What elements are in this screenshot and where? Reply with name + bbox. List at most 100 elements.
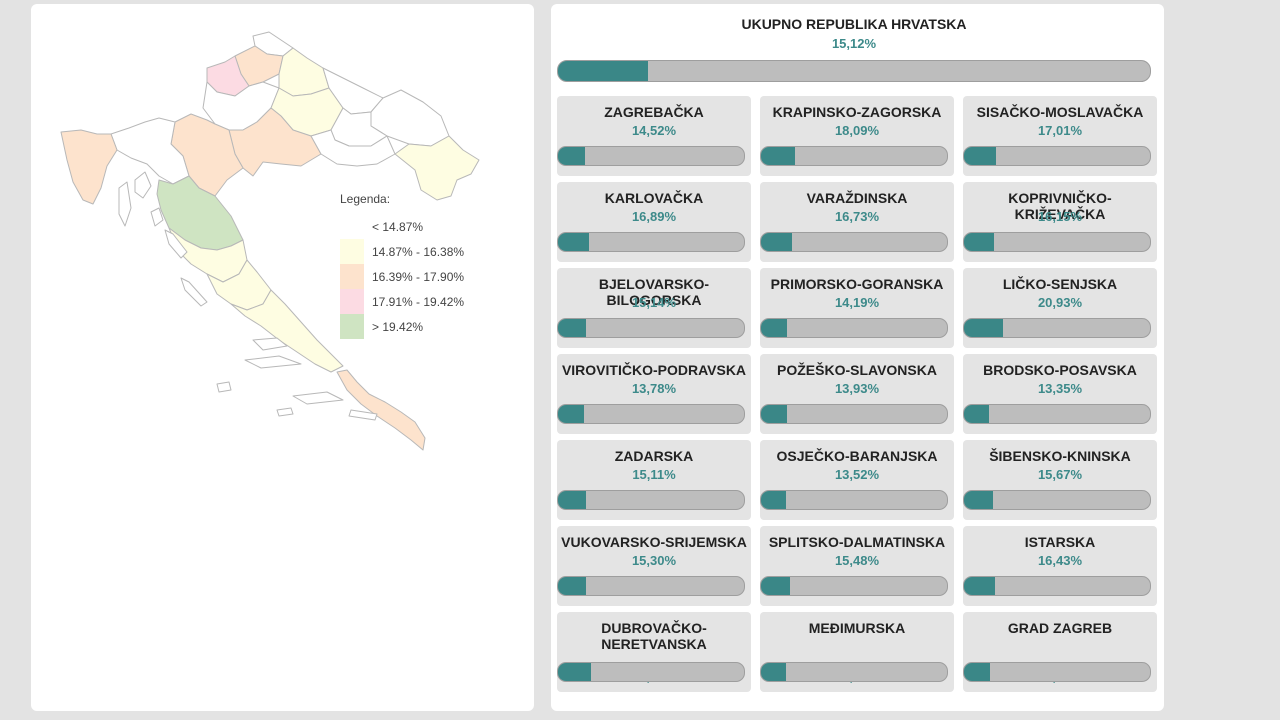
county-progress-bar	[557, 318, 745, 338]
county-percent: 13,52%	[834, 467, 880, 482]
county-progress-fill	[558, 577, 587, 595]
island-lastovo	[276, 407, 294, 417]
region-istarska[interactable]	[60, 129, 118, 205]
county-progress-bar	[557, 490, 745, 510]
county-name: ISTARSKA	[1024, 534, 1096, 550]
county-percent: 15,11%	[632, 467, 676, 482]
county-percent: 13,93%	[834, 381, 880, 396]
county-progress-bar	[963, 662, 1151, 682]
county-name: VIROVITIČKO-PODRAVSKA	[561, 362, 747, 378]
total-progress-bar	[557, 60, 1151, 82]
county-progress-fill	[558, 491, 587, 509]
county-progress-bar	[760, 404, 948, 424]
county-progress-fill	[964, 491, 994, 509]
legend-item: 17.91% - 19.42%	[340, 289, 464, 314]
total-percent: 15,12%	[831, 36, 877, 51]
island-hvar	[244, 355, 302, 369]
island-dugi-otok	[180, 277, 208, 307]
county-card[interactable]: SISAČKO-MOSLAVAČKA 17,01%	[963, 96, 1157, 176]
stats-panel: UKUPNO REPUBLIKA HRVATSKA 15,12% ZAGREBA…	[551, 4, 1164, 711]
county-percent: 14,52%	[631, 123, 677, 138]
legend-label: > 19.42%	[372, 319, 424, 334]
county-card[interactable]: LIČKO-SENJSKA 20,93%	[963, 268, 1157, 348]
county-percent: 13,35%	[1037, 381, 1083, 396]
region-koprivnicko-krizevacka[interactable]	[278, 47, 330, 97]
legend-swatch	[340, 289, 364, 314]
county-progress-fill	[558, 233, 590, 251]
county-card[interactable]: BJELOVARSKO-BILOGORSKA 15,14%	[557, 268, 751, 348]
county-progress-fill	[558, 663, 592, 681]
county-progress-fill	[761, 319, 788, 337]
county-card[interactable]: KARLOVAČKA 16,89%	[557, 182, 751, 262]
island-pag	[164, 229, 188, 259]
county-card[interactable]: ŠIBENSKO-KNINSKA 15,67%	[963, 440, 1157, 520]
county-name: LIČKO-SENJSKA	[1002, 276, 1118, 292]
county-card[interactable]: ZAGREBAČKA 14,52%	[557, 96, 751, 176]
county-progress-bar	[963, 232, 1151, 252]
region-brodsko-posavska[interactable]	[310, 129, 396, 167]
county-card[interactable]: BRODSKO-POSAVSKA 13,35%	[963, 354, 1157, 434]
county-name: PRIMORSKO-GORANSKA	[770, 276, 944, 292]
county-progress-fill	[964, 405, 989, 423]
county-percent: 17,01%	[1037, 123, 1083, 138]
county-card[interactable]: ZADARSKA 15,11%	[557, 440, 751, 520]
county-card[interactable]: DUBROVAČKO- NERETVANSKA17,89%	[557, 612, 751, 692]
county-card[interactable]: PRIMORSKO-GORANSKA 14,19%	[760, 268, 954, 348]
county-card[interactable]: MEĐIMURSKA13,48%	[760, 612, 954, 692]
legend-label: 16.39% - 17.90%	[372, 269, 465, 284]
county-card[interactable]: GRAD ZAGREB14,06%	[963, 612, 1157, 692]
county-card[interactable]: SPLITSKO-DALMATINSKA 15,48%	[760, 526, 954, 606]
county-percent: 15,30%	[631, 553, 677, 568]
county-progress-fill	[964, 663, 991, 681]
county-name: KOPRIVNIČKO-KRIŽEVAČKA	[1008, 190, 1112, 222]
county-card[interactable]: OSJEČKO-BARANJSKA 13,52%	[760, 440, 954, 520]
county-card[interactable]: VUKOVARSKO-SRIJEMSKA 15,30%	[557, 526, 751, 606]
county-name: MEĐIMURSKA	[808, 620, 906, 636]
county-percent: 16,89%	[631, 209, 677, 224]
region-splitsko-dalmatinska[interactable]	[230, 289, 344, 373]
county-name: VARAŽDINSKA	[806, 190, 908, 206]
county-percent: 14,19%	[834, 295, 880, 310]
county-name: POŽEŠKO-SLAVONSKA	[777, 362, 937, 378]
county-percent: 18,09%	[834, 123, 880, 138]
county-name: OSJEČKO-BARANJSKA	[776, 448, 938, 464]
county-grid: ZAGREBAČKA 14,52% KRAPINSKO-ZAGORSKA 18,09%…	[557, 96, 1157, 692]
legend-label: 17.91% - 19.42%	[372, 294, 465, 309]
county-card[interactable]: VARAŽDINSKA 16,73%	[760, 182, 954, 262]
county-progress-bar	[760, 576, 948, 596]
region-primorsko-goranska[interactable]	[110, 117, 190, 185]
county-percent: 15,67%	[1037, 467, 1083, 482]
county-name: GRAD ZAGREB	[1007, 620, 1113, 636]
county-progress-fill	[964, 233, 995, 251]
county-progress-bar	[760, 318, 948, 338]
legend-label: 14.87% - 16.38%	[372, 244, 465, 259]
county-progress-fill	[761, 233, 793, 251]
county-progress-fill	[761, 491, 787, 509]
region-vukovarsko-srijemska[interactable]	[394, 135, 480, 201]
county-name: KRAPINSKO-ZAGORSKA	[772, 104, 942, 120]
county-progress-bar	[760, 490, 948, 510]
legend-swatch	[340, 264, 364, 289]
legend-label: < 14.87%	[372, 219, 424, 234]
county-progress-fill	[964, 147, 996, 165]
county-card[interactable]: POŽEŠKO-SLAVONSKA 13,93%	[760, 354, 954, 434]
county-progress-bar	[963, 490, 1151, 510]
island-mljet	[348, 409, 378, 421]
county-progress-fill	[964, 319, 1003, 337]
island-rab	[150, 207, 164, 227]
county-progress-bar	[760, 662, 948, 682]
county-progress-bar	[557, 576, 745, 596]
county-name: BRODSKO-POSAVSKA	[983, 362, 1137, 378]
county-card[interactable]: VIROVITIČKO-PODRAVSKA 13,78%	[557, 354, 751, 434]
region-dubrovacko-neretvanska[interactable]	[336, 369, 426, 451]
county-card[interactable]: KOPRIVNIČKO-KRIŽEVAČKA 16,15%	[963, 182, 1157, 262]
total-summary: UKUPNO REPUBLIKA HRVATSKA 15,12%	[557, 16, 1151, 51]
county-percent: 16,73%	[834, 209, 880, 224]
county-progress-fill	[964, 577, 995, 595]
legend-item: 16.39% - 17.90%	[340, 264, 464, 289]
county-progress-bar	[760, 146, 948, 166]
county-card[interactable]: ISTARSKA 16,43%	[963, 526, 1157, 606]
county-progress-fill	[558, 319, 587, 337]
county-card[interactable]: KRAPINSKO-ZAGORSKA 18,09%	[760, 96, 954, 176]
county-progress-fill	[761, 663, 787, 681]
